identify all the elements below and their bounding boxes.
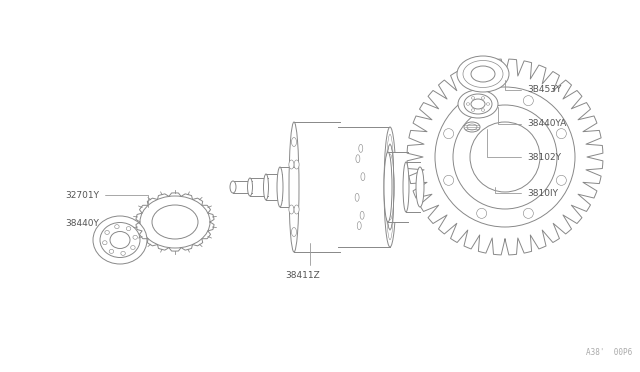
Ellipse shape [248,178,253,196]
Text: 3810lY: 3810lY [495,187,558,198]
Ellipse shape [464,122,480,132]
Ellipse shape [471,109,475,111]
Ellipse shape [471,97,475,99]
Text: 38440YA: 38440YA [498,107,566,128]
Ellipse shape [264,174,269,200]
Circle shape [524,96,533,106]
Circle shape [477,96,486,106]
Ellipse shape [126,227,131,231]
Ellipse shape [100,222,140,257]
Text: 32701Y: 32701Y [65,190,148,207]
Ellipse shape [361,173,365,181]
Ellipse shape [384,127,396,247]
Ellipse shape [152,205,198,239]
Ellipse shape [133,235,138,239]
FancyBboxPatch shape [294,122,340,252]
Text: 38411Z: 38411Z [285,243,320,279]
Ellipse shape [291,228,296,237]
Ellipse shape [230,181,236,193]
Ellipse shape [289,160,294,169]
Ellipse shape [109,249,114,253]
Ellipse shape [467,103,470,105]
Ellipse shape [110,231,130,248]
Ellipse shape [471,99,485,109]
Circle shape [444,175,454,185]
Ellipse shape [457,56,509,92]
Ellipse shape [140,196,210,248]
Ellipse shape [277,167,283,207]
Ellipse shape [289,122,299,252]
Polygon shape [407,59,603,255]
Ellipse shape [356,155,360,163]
Ellipse shape [131,246,135,250]
Circle shape [453,105,557,209]
Ellipse shape [467,124,477,130]
Ellipse shape [289,205,294,214]
FancyBboxPatch shape [338,127,390,247]
Ellipse shape [464,94,492,114]
Ellipse shape [291,138,296,147]
Ellipse shape [486,103,490,105]
Text: 38440Y: 38440Y [65,219,100,234]
Ellipse shape [386,144,394,230]
Ellipse shape [93,216,147,264]
Circle shape [477,208,486,218]
Ellipse shape [294,205,299,214]
Ellipse shape [403,162,409,212]
Circle shape [556,175,566,185]
Ellipse shape [105,231,109,234]
Ellipse shape [121,251,125,255]
Ellipse shape [471,66,495,82]
FancyBboxPatch shape [406,162,420,212]
Text: 38102Y: 38102Y [487,129,561,161]
Ellipse shape [416,167,424,207]
Ellipse shape [115,225,119,229]
Ellipse shape [360,211,364,219]
Ellipse shape [359,144,363,153]
Ellipse shape [463,61,503,87]
Ellipse shape [384,152,392,222]
Circle shape [524,208,533,218]
FancyBboxPatch shape [250,178,268,196]
FancyBboxPatch shape [388,152,408,222]
Ellipse shape [481,97,484,99]
Circle shape [444,129,454,139]
Ellipse shape [481,109,484,111]
Circle shape [470,122,540,192]
FancyBboxPatch shape [233,181,252,193]
Circle shape [435,87,575,227]
FancyBboxPatch shape [266,174,282,200]
Circle shape [556,129,566,139]
Ellipse shape [294,160,299,169]
Ellipse shape [355,193,359,201]
Text: 3B453Y: 3B453Y [505,80,561,94]
FancyBboxPatch shape [280,167,296,207]
Ellipse shape [102,241,107,245]
Ellipse shape [458,90,498,118]
Ellipse shape [357,222,361,230]
Text: A38'  00P6: A38' 00P6 [586,348,632,357]
